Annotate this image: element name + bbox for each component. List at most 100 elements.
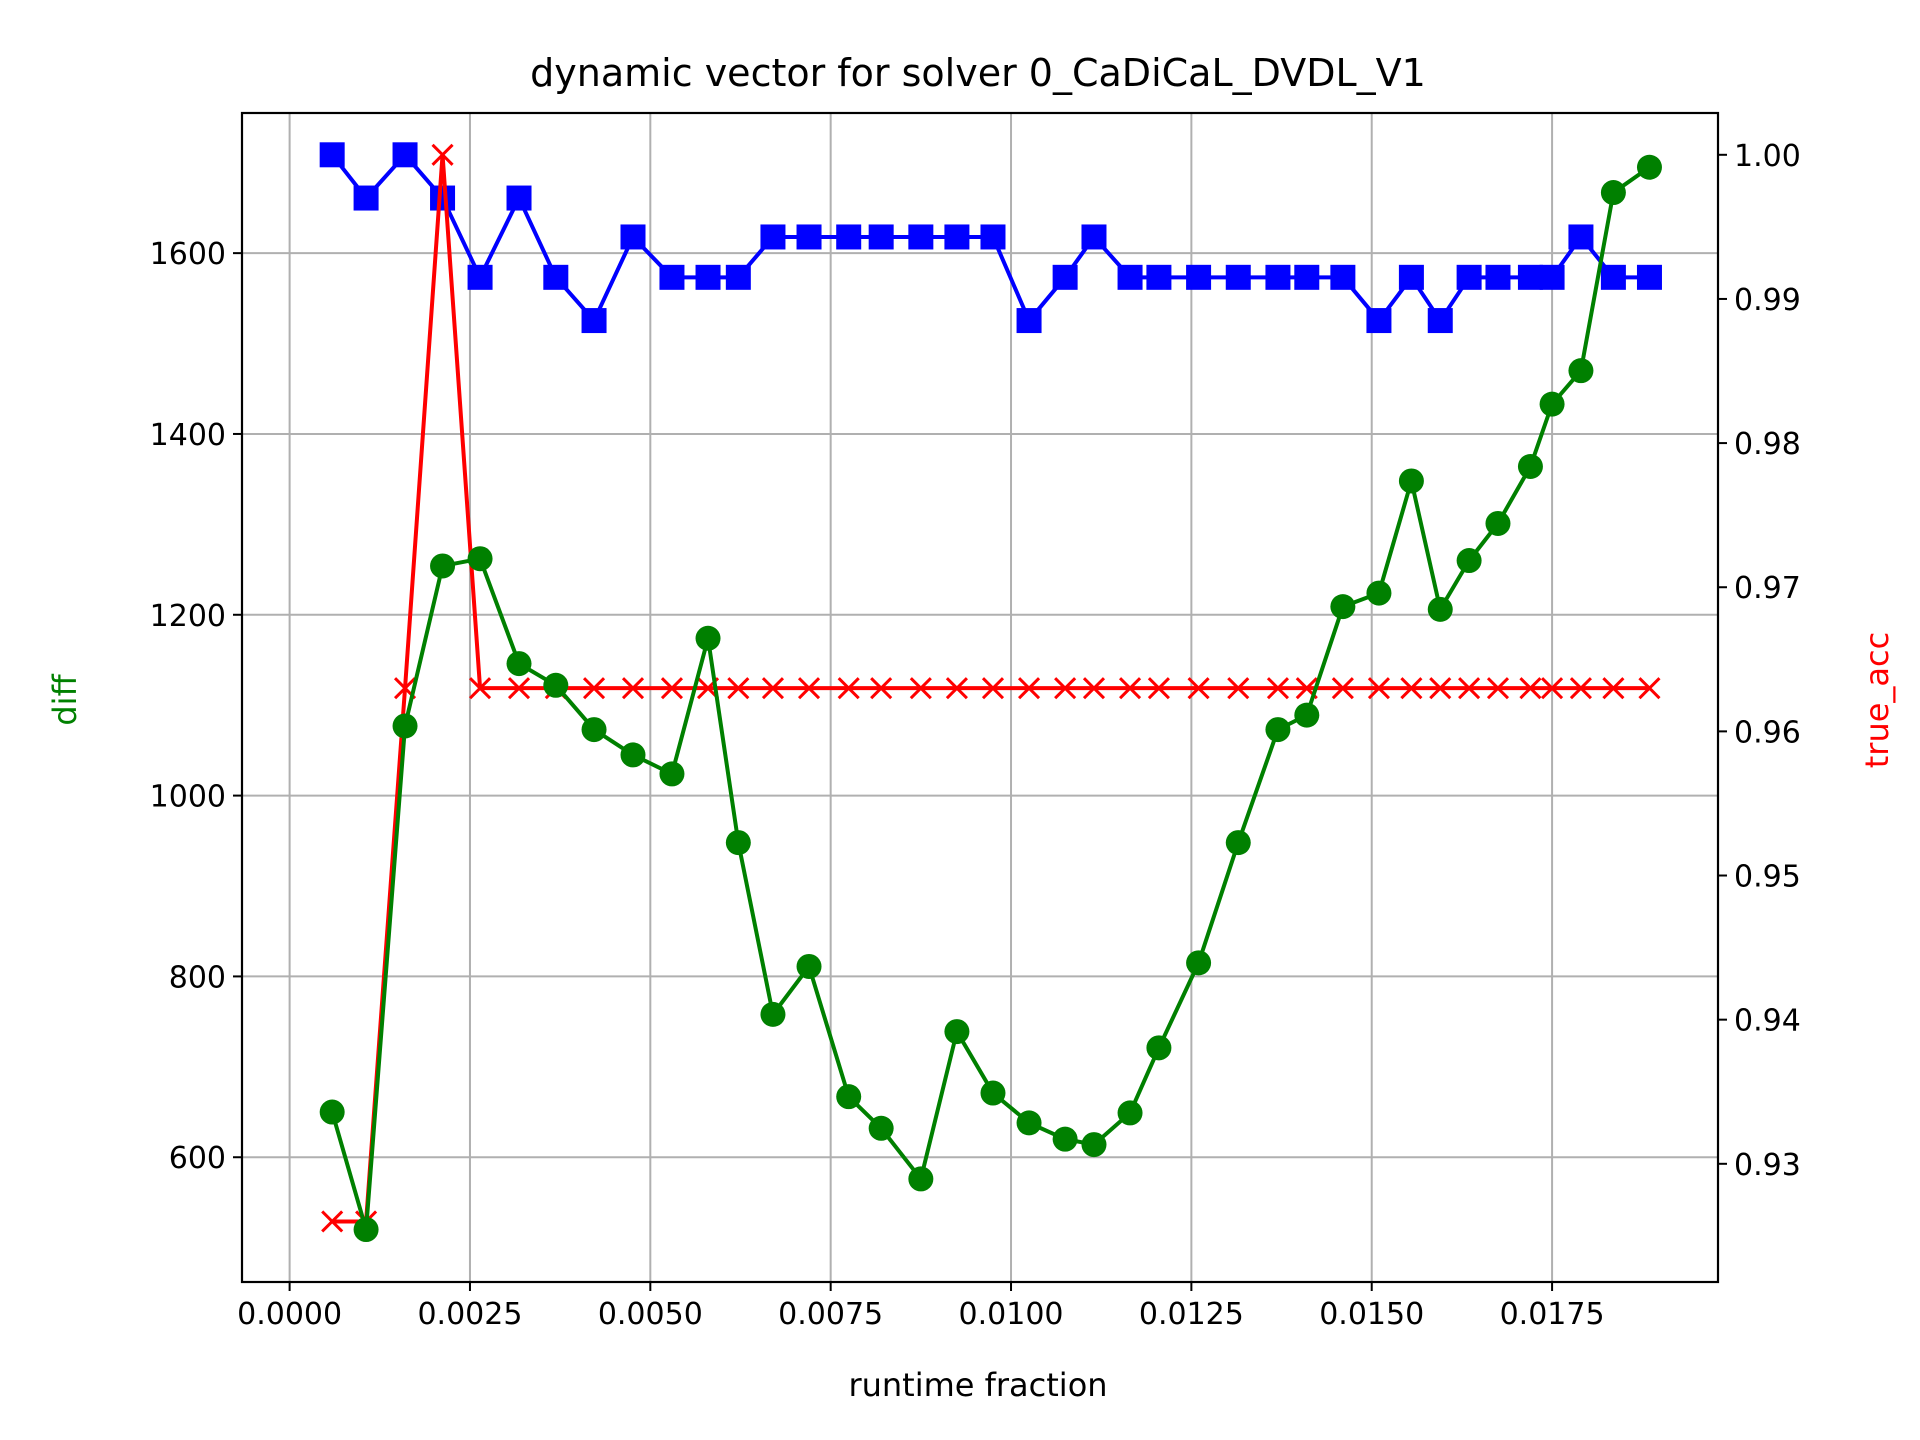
data-point <box>1485 264 1511 290</box>
data-point <box>506 651 532 677</box>
y-right-tick-label: 0.97 <box>1734 571 1801 606</box>
x-tick-label: 0.0000 <box>237 1297 342 1332</box>
data-point <box>1265 717 1291 743</box>
data-point <box>1186 950 1212 976</box>
data-point <box>543 672 569 698</box>
data-point <box>1294 702 1320 728</box>
data-point <box>1539 264 1565 290</box>
grid-layer <box>242 113 1718 1282</box>
data-point <box>725 830 751 856</box>
y-left-tick-label: 1000 <box>150 780 226 815</box>
data-point <box>621 677 645 700</box>
data-point <box>1519 677 1542 700</box>
tick-layer: 0.0000 0.0025 0.0050 0.0075 0.0100 0.0125 0.01… <box>150 139 1801 1332</box>
data-point <box>944 1019 970 1045</box>
y-right-tick-label: 0.99 <box>1734 283 1801 318</box>
series-blue <box>319 142 1662 334</box>
y-left-tick-label: 600 <box>169 1141 226 1176</box>
data-point <box>660 677 684 700</box>
data-point <box>1568 224 1594 250</box>
data-point <box>1427 308 1453 334</box>
data-point <box>1427 596 1453 622</box>
data-point <box>1636 264 1662 290</box>
data-point <box>1146 264 1172 290</box>
data-point <box>1081 224 1107 250</box>
series-layer <box>319 142 1662 1243</box>
data-point <box>1400 677 1423 700</box>
data-point <box>620 224 646 250</box>
data-point <box>944 224 970 250</box>
y-right-tick-label: 0.93 <box>1734 1148 1801 1183</box>
data-point <box>908 1166 934 1192</box>
data-point <box>1539 391 1565 417</box>
data-point <box>1227 677 1250 700</box>
y-axis-label-left: diff <box>46 673 84 725</box>
y-right-tick-label: 0.94 <box>1734 1004 1801 1039</box>
x-tick-label: 0.0075 <box>778 1297 883 1332</box>
data-point <box>1147 677 1170 700</box>
data-point <box>980 1080 1006 1106</box>
data-point <box>945 677 968 700</box>
data-point <box>1225 830 1251 856</box>
data-point <box>430 553 456 579</box>
data-point <box>506 185 532 211</box>
data-point <box>1517 264 1543 290</box>
data-point <box>1016 308 1042 334</box>
data-point <box>1485 510 1511 536</box>
y-right-tick-label: 1.00 <box>1734 139 1801 174</box>
data-point <box>797 677 821 700</box>
data-point <box>1456 548 1482 574</box>
data-point <box>837 677 860 700</box>
data-point <box>1016 1110 1042 1136</box>
y-left-tick-label: 800 <box>169 960 226 995</box>
data-point <box>1367 677 1391 700</box>
data-point <box>1366 580 1392 606</box>
data-point <box>1081 1132 1107 1158</box>
data-point <box>725 264 751 290</box>
data-point <box>868 1115 894 1141</box>
y-right-tick-label: 0.98 <box>1734 427 1801 462</box>
data-point <box>1600 180 1626 206</box>
data-point <box>760 1001 786 1027</box>
data-point <box>582 677 606 700</box>
data-point <box>620 742 646 768</box>
x-tick-label: 0.0150 <box>1319 1297 1424 1332</box>
data-point <box>1146 1035 1172 1061</box>
data-point <box>319 1099 345 1125</box>
data-point <box>507 677 531 700</box>
data-point <box>695 264 721 290</box>
data-point <box>1117 1100 1143 1126</box>
data-point <box>1186 264 1212 290</box>
data-point <box>430 185 456 211</box>
data-point <box>836 224 862 250</box>
data-point <box>353 1217 379 1243</box>
data-point <box>727 677 750 700</box>
data-point <box>469 677 492 700</box>
data-point <box>870 677 893 700</box>
data-point <box>909 677 932 700</box>
data-point <box>796 224 822 250</box>
data-point <box>1600 264 1626 290</box>
data-point <box>761 677 785 700</box>
x-tick-label: 0.0100 <box>959 1297 1064 1332</box>
data-point <box>1366 308 1392 334</box>
data-point <box>659 264 685 290</box>
y-right-tick-label: 0.96 <box>1734 715 1801 750</box>
data-point <box>1569 677 1592 700</box>
data-point <box>1486 677 1510 700</box>
data-point <box>581 308 607 334</box>
data-point <box>1052 264 1078 290</box>
data-point <box>659 761 685 787</box>
data-point <box>1052 1126 1078 1152</box>
data-point <box>1517 454 1543 480</box>
data-point <box>1187 677 1210 700</box>
y-right-tick-label: 0.95 <box>1734 860 1801 895</box>
data-point <box>908 224 934 250</box>
data-point <box>392 142 418 168</box>
data-point <box>467 264 493 290</box>
data-point <box>760 224 786 250</box>
x-axis-label: runtime fraction <box>848 1366 1107 1404</box>
data-point <box>431 143 454 166</box>
